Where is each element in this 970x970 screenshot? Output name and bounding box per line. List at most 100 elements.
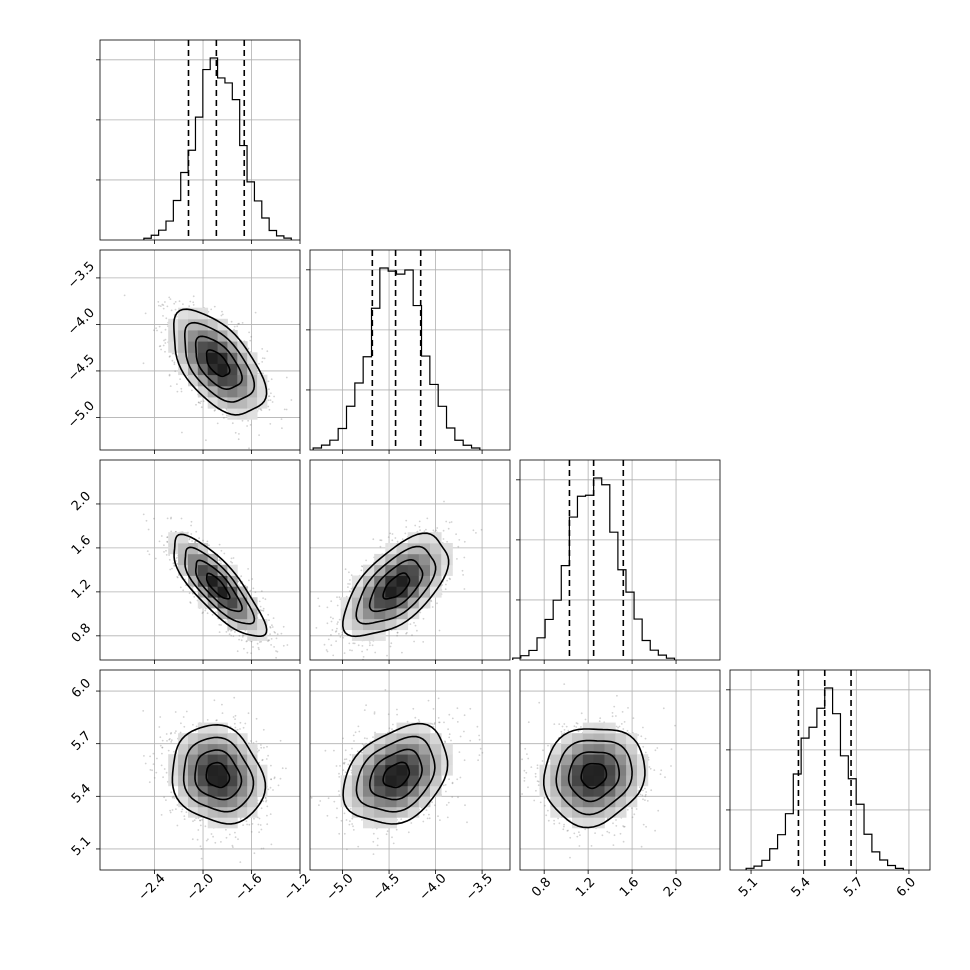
scatter-point [275, 650, 277, 652]
scatter-point [268, 388, 270, 391]
panel-frame [519, 459, 721, 661]
density-cell [374, 597, 386, 609]
scatter-point [275, 637, 278, 640]
scatter-point [341, 633, 344, 636]
density-cell [207, 341, 218, 353]
scatter-point [166, 540, 169, 543]
y-tick-label: 1.2 [69, 577, 94, 602]
density-cell [385, 543, 397, 555]
scatter-point [227, 629, 230, 632]
scatter-point [184, 584, 187, 586]
panel-2-0: 0.81.21.62.0 [69, 459, 301, 664]
density-cell [237, 385, 248, 398]
scatter-point [326, 606, 329, 609]
scatter-point [169, 568, 172, 571]
density-cell [168, 341, 179, 353]
scatter-point [387, 536, 390, 538]
scatter-point [197, 401, 200, 404]
scatter-point [386, 654, 388, 657]
scatter-point [266, 350, 269, 353]
scatter-point [170, 530, 173, 533]
contour-level-3 [172, 308, 268, 416]
scatter-point [221, 712, 224, 714]
scatter-point [290, 399, 293, 401]
scatter-point [372, 538, 375, 541]
scatter-point [241, 635, 244, 638]
density-cell [407, 575, 420, 587]
density-cell [227, 385, 238, 398]
scatter-point [349, 649, 351, 651]
scatter-point [245, 640, 248, 643]
scatter-point [436, 527, 439, 529]
scatter-point [180, 517, 183, 520]
scatter-point [282, 644, 285, 647]
density-cell [207, 564, 218, 576]
density-cell [418, 597, 431, 609]
scatter-point [330, 620, 333, 623]
scatter-point [446, 579, 448, 582]
scatter-point [273, 631, 276, 633]
scatter-point [188, 538, 191, 541]
scatter-point [215, 611, 217, 613]
scatter-point [262, 609, 265, 612]
scatter-point [191, 540, 194, 542]
scatter-point [357, 644, 360, 647]
scatter-point [269, 633, 271, 636]
density-cell [374, 618, 386, 631]
density-cell [374, 586, 386, 598]
scatter-point [276, 650, 279, 653]
scatter-point [220, 314, 223, 317]
density-cell [430, 543, 442, 555]
density-cell [374, 629, 386, 641]
scatter-point [174, 308, 177, 311]
panel-frame [309, 249, 511, 451]
scatter-point [389, 645, 392, 648]
scatter-point [401, 651, 403, 654]
scatter-point [450, 521, 453, 523]
density-cell [257, 385, 268, 398]
scatter-point [142, 362, 145, 365]
scatter-point [441, 584, 443, 586]
scatter-point [456, 558, 458, 560]
scatter-point [158, 304, 160, 307]
scatter-point [361, 650, 363, 653]
scatter-point [230, 634, 233, 637]
density-cell [217, 597, 228, 609]
scatter-point [168, 373, 171, 376]
density-cell [237, 618, 248, 631]
scatter-point [164, 350, 166, 353]
scatter-point [169, 298, 172, 300]
scatter-point [246, 823, 249, 826]
scatter-point [176, 383, 178, 385]
scatter-point [200, 400, 203, 403]
scatter-point [146, 550, 149, 552]
density-cell [207, 575, 218, 587]
scatter-point [448, 577, 451, 580]
scatter-point [262, 597, 264, 599]
scatter-point [173, 564, 176, 567]
scatter-point [221, 413, 224, 416]
scatter-point [268, 619, 270, 622]
density-cell [207, 385, 218, 398]
scatter-point [155, 771, 158, 774]
scatter-point [180, 387, 183, 390]
density-cell [217, 374, 228, 387]
scatter-point [330, 600, 333, 603]
scatter-point [218, 623, 221, 626]
scatter-point [240, 639, 243, 642]
scatter-point [414, 624, 417, 627]
density-cell [430, 575, 442, 587]
scatter-point [153, 517, 155, 520]
scatter-point [396, 540, 399, 543]
scatter-point [230, 320, 233, 323]
scatter-point [195, 530, 198, 533]
scatter-point [265, 799, 268, 802]
scatter-point [179, 378, 182, 380]
scatter-point [270, 392, 272, 395]
scatter-point [396, 631, 399, 634]
density-cell [207, 397, 218, 409]
density-cell [227, 374, 238, 387]
scatter-layer [310, 500, 483, 660]
scatter-point [269, 626, 271, 628]
scatter-point [181, 431, 183, 434]
